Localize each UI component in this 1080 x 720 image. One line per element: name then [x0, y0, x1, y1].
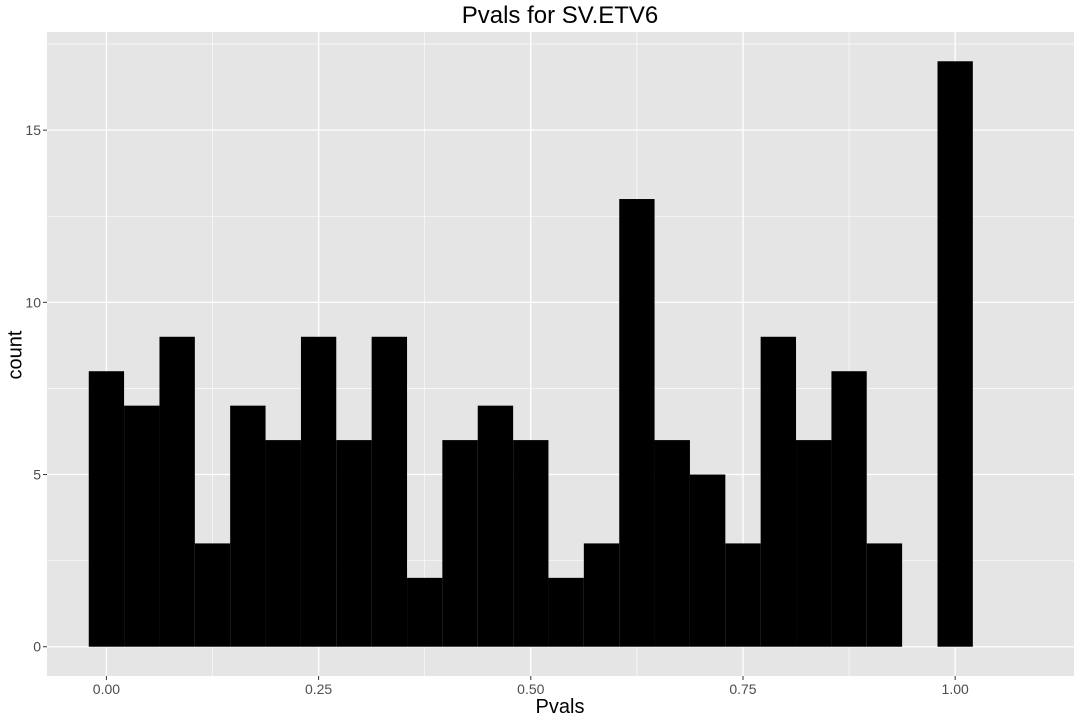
y-tick-label: 0 [33, 639, 41, 655]
x-tick-label: 0.00 [93, 681, 120, 697]
histogram-bar-5 [230, 405, 266, 647]
histogram-bar-21 [796, 440, 832, 647]
histogram-bar-9 [371, 336, 408, 647]
histogram-bar-10 [407, 577, 443, 647]
histogram-bar-25 [937, 61, 973, 647]
histogram-bar-20 [760, 336, 797, 647]
y-tick-label: 15 [25, 122, 41, 138]
x-tick-label: 0.25 [305, 681, 332, 697]
histogram-bar-15 [583, 543, 620, 647]
y-tick-label: 10 [25, 294, 41, 310]
histogram-bar-1 [88, 371, 125, 647]
y-tick-label: 5 [33, 467, 41, 483]
histogram-bar-23 [866, 543, 903, 647]
histogram-bar-11 [442, 440, 478, 647]
x-axis-title: Pvals [535, 696, 585, 718]
histogram-bar-14 [548, 577, 584, 647]
histogram-bar-17 [654, 440, 690, 647]
x-tick-label: 0.50 [517, 681, 544, 697]
histogram-bar-19 [725, 543, 761, 647]
histogram-bar-6 [265, 440, 301, 647]
chart-title: Pvals for SV.ETV6 [461, 2, 659, 29]
histogram-bar-2 [124, 405, 160, 647]
histogram-bar-4 [194, 543, 231, 647]
histogram-bar-7 [300, 336, 337, 647]
histogram-bar-13 [513, 440, 549, 647]
histogram-bar-3 [159, 336, 195, 647]
x-tick-label: 0.75 [729, 681, 756, 697]
histogram-bar-22 [831, 371, 867, 647]
x-tick-label: 1.00 [942, 681, 969, 697]
histogram-bar-18 [689, 474, 726, 647]
histogram-bar-16 [619, 199, 655, 647]
histogram-bar-12 [477, 405, 514, 647]
histogram-bar-8 [336, 440, 372, 647]
